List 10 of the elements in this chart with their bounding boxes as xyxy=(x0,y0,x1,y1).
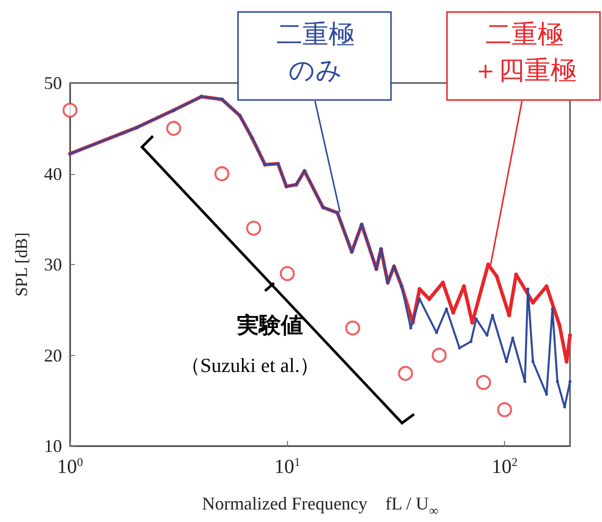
x-axis-title: Normalized Frequency fL / U∞ xyxy=(202,494,438,518)
y-tick-label: 40 xyxy=(44,164,62,184)
y-tick-label: 30 xyxy=(44,254,62,274)
y-axis-title: SPL [dB] xyxy=(12,232,31,297)
text: 二重極＋四重極 xyxy=(472,20,576,86)
series-label: 二重極のみ xyxy=(276,20,354,86)
y-tick-label: 20 xyxy=(44,345,62,366)
series-label: 実験値（Suzuki et al.） xyxy=(180,312,320,377)
y-tick-label: 10 xyxy=(44,436,62,456)
y-tick-label: 50 xyxy=(44,73,62,93)
